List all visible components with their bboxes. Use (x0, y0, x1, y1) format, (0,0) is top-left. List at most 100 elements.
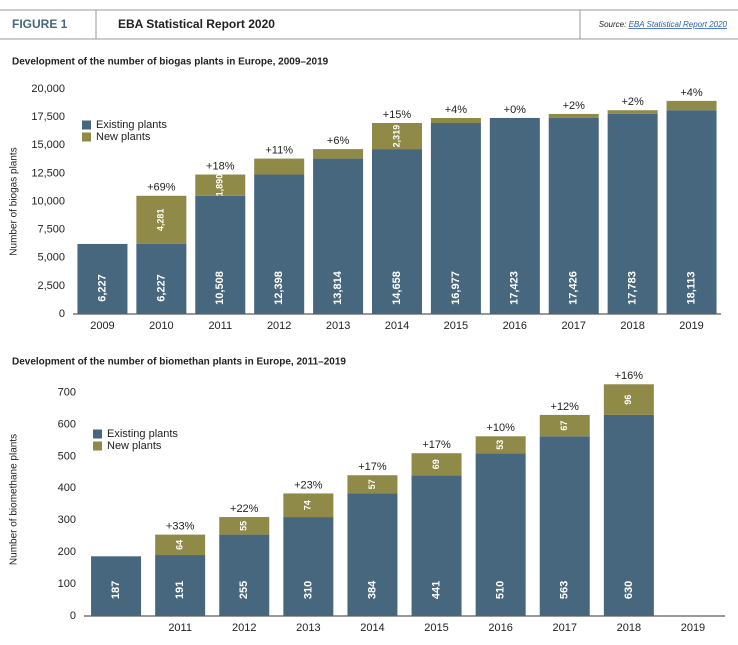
value-label: 10,508 (214, 271, 226, 305)
bar-segment (539, 414, 590, 437)
growth-label: +2% (621, 96, 644, 108)
bar-segment (411, 475, 462, 616)
value-label: 17,783 (627, 271, 639, 305)
chart-title: Development of the number of biogas plan… (12, 57, 329, 68)
growth-label: +33% (166, 521, 195, 533)
x-tick-label: 2017 (553, 622, 577, 634)
growth-label: +22% (230, 503, 259, 515)
bar-segment (313, 149, 364, 159)
growth-label: +69% (147, 182, 176, 194)
y-tick-label: 15,000 (31, 139, 65, 151)
source: Source: EBA Statistical Report 2020 (599, 20, 728, 29)
y-tick-label: 10,000 (31, 195, 65, 207)
bar-segment (548, 117, 599, 315)
x-tick-label: 2019 (679, 320, 703, 332)
chart-title: Development of the number of biomethan p… (12, 357, 346, 368)
growth-label: +6% (327, 135, 350, 147)
bar-segment (603, 414, 654, 616)
bar-segment (195, 174, 246, 196)
value-label: 1,890 (215, 174, 225, 197)
value-label: 18,113 (685, 271, 697, 304)
y-tick-label: 400 (58, 482, 76, 494)
y-tick-label: 20,000 (31, 83, 65, 95)
value-label: 69 (431, 459, 441, 469)
source-prefix: Source: (599, 20, 627, 29)
bar-segment (372, 123, 422, 150)
legend-swatch (93, 429, 102, 439)
value-label: 64 (175, 540, 185, 550)
y-tick-label: 7,500 (37, 224, 65, 236)
legend-label: New plants (96, 131, 151, 143)
value-label: 13,814 (332, 270, 344, 305)
value-label: 563 (559, 581, 571, 599)
bar-segment (430, 123, 481, 314)
y-tick-label: 5,000 (37, 252, 65, 264)
bar-segment (136, 243, 187, 314)
value-label: 187 (110, 581, 122, 599)
bar-segment (195, 195, 246, 314)
figure-number: FIGURE 1 (12, 17, 68, 31)
bar-segment (136, 195, 187, 244)
value-label: 14,658 (391, 271, 403, 305)
growth-label: +2% (563, 100, 586, 112)
value-label: 191 (174, 581, 186, 599)
bar-segment (313, 158, 364, 314)
value-label: 255 (238, 581, 250, 599)
growth-label: +11% (265, 144, 293, 156)
y-tick-label: 100 (58, 578, 76, 590)
y-tick-label: 2,500 (37, 280, 65, 292)
legend-swatch (93, 441, 102, 451)
y-axis-label: Number of biomethane plants (9, 434, 20, 565)
growth-label: +17% (422, 439, 451, 451)
bar-segment (283, 493, 334, 518)
bar-segment (489, 117, 540, 315)
legend-swatch (82, 132, 91, 142)
x-tick-label: 2016 (503, 320, 527, 332)
bar-segment (475, 436, 526, 454)
value-label: 384 (366, 580, 378, 599)
bar-segment (430, 117, 481, 124)
value-label: 310 (302, 581, 314, 599)
x-tick-label: 2013 (326, 320, 350, 332)
bar-segment (91, 556, 142, 616)
y-axis-label: Number of biogas plants (9, 147, 20, 255)
value-label: 67 (559, 421, 569, 431)
bar-segment (347, 475, 398, 494)
x-tick-label: 2019 (681, 622, 705, 634)
x-tick-label: 2013 (296, 622, 320, 634)
y-tick-label: 300 (58, 514, 76, 526)
legend-label: New plants (107, 440, 162, 452)
x-tick-label: 2014 (360, 622, 384, 634)
bar-segment (283, 517, 334, 616)
x-tick-label: 2018 (617, 622, 641, 634)
value-label: 74 (303, 500, 313, 510)
bar-segment (539, 436, 590, 616)
x-tick-label: 2018 (620, 320, 644, 332)
value-label: 2,319 (391, 125, 401, 148)
bar-segment (372, 149, 422, 314)
value-label: 53 (495, 440, 505, 450)
source-link[interactable]: EBA Statistical Report 2020 (629, 20, 728, 29)
growth-label: +18% (206, 160, 235, 172)
value-label: 4,281 (156, 209, 166, 232)
x-tick-label: 2011 (208, 320, 232, 332)
bar-segment (607, 113, 658, 314)
growth-label: +23% (294, 479, 323, 491)
value-label: 12,398 (273, 271, 285, 305)
bar-segment (475, 453, 526, 616)
x-tick-label: 2016 (488, 622, 512, 634)
bar-segment (254, 174, 305, 314)
value-label: 630 (623, 581, 635, 599)
x-tick-label: 2009 (90, 320, 114, 332)
value-label: 55 (239, 521, 249, 531)
value-label: 6,227 (96, 274, 108, 302)
x-tick-label: 2015 (444, 320, 468, 332)
y-tick-label: 200 (58, 546, 76, 558)
bar-segment (411, 453, 462, 476)
bar-segment (548, 113, 599, 118)
growth-label: +15% (383, 109, 412, 121)
x-tick-label: 2014 (385, 320, 409, 332)
value-label: 57 (367, 479, 377, 489)
growth-label: +4% (680, 87, 703, 99)
